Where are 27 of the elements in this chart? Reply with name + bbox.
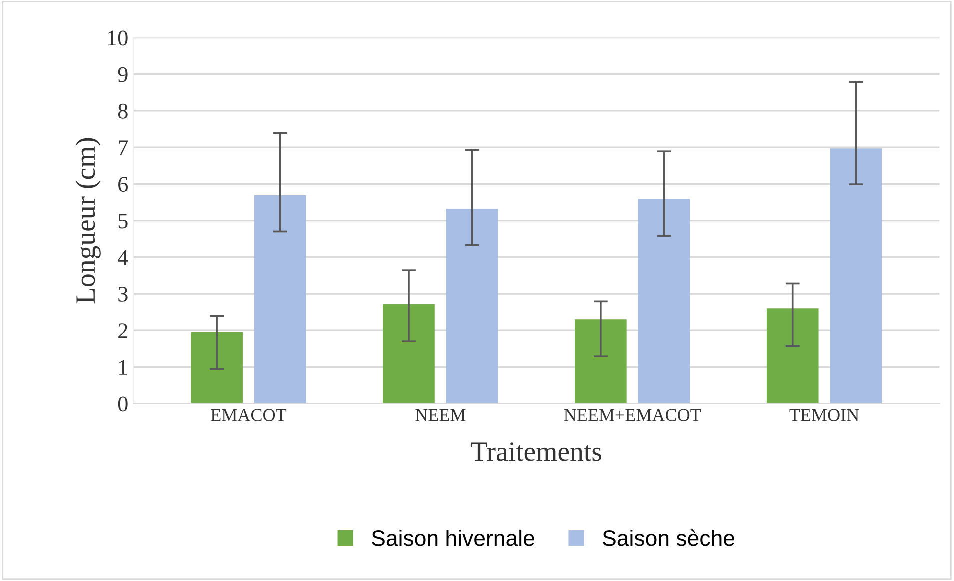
bar	[254, 196, 306, 404]
y-tick-label: 1	[120, 360, 128, 375]
bar	[446, 209, 498, 404]
bar	[383, 304, 435, 404]
y-tick-label: 2	[118, 324, 128, 338]
y-tick-label: 10	[108, 30, 128, 46]
x-tick-label: TEMOIN	[790, 409, 860, 422]
bar	[191, 332, 243, 404]
y-tick-label: 4	[118, 250, 128, 266]
y-tick-label: 8	[118, 104, 128, 119]
y-tick-label: 6	[118, 177, 128, 192]
x-tick-label: NEEM+EMACOT	[564, 409, 702, 422]
y-tick-label: 9	[118, 67, 128, 82]
legend-label: Saison hivernale	[372, 530, 534, 546]
bar	[766, 308, 819, 404]
y-tick-label: 3	[118, 286, 128, 302]
x-tick-label: EMACOT	[211, 409, 287, 422]
x-tick-label: NEEM	[416, 409, 466, 422]
legend-label: Saison sèche	[603, 530, 734, 546]
y-tick-label: 0	[118, 396, 128, 412]
y-axis-title: Longueur (cm)	[76, 138, 101, 304]
bar	[575, 320, 627, 404]
y-tick-label: 7	[119, 140, 128, 156]
bar	[638, 199, 690, 404]
bar	[830, 148, 882, 404]
y-tick-label: 5	[118, 214, 128, 229]
x-axis-title: Traitements	[471, 442, 602, 462]
